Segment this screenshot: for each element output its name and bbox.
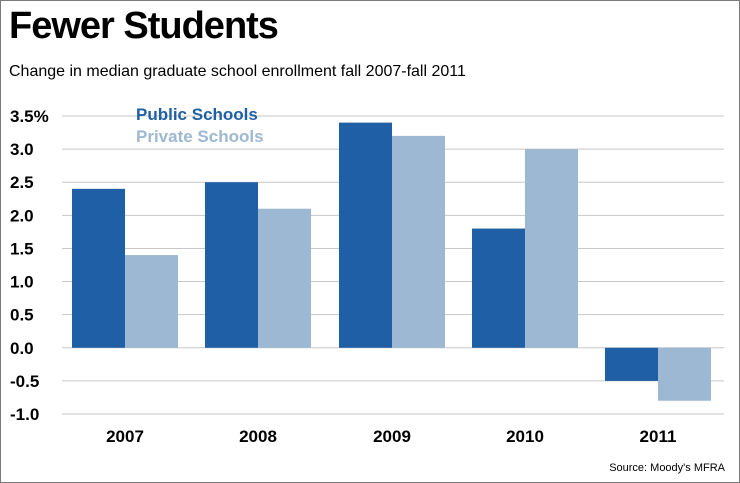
legend-entry: Public Schools bbox=[136, 105, 258, 124]
y-tick-label: -1.0 bbox=[10, 405, 39, 424]
bar-public bbox=[205, 182, 258, 348]
chart-source: Source: Moody's MFRA bbox=[609, 462, 725, 474]
bar-public bbox=[472, 228, 525, 348]
x-tick-label: 2008 bbox=[239, 427, 277, 446]
bar-public bbox=[72, 188, 125, 348]
y-tick-label: 2.5 bbox=[10, 173, 34, 192]
y-tick-label: 1.0 bbox=[10, 273, 34, 292]
bar-public bbox=[605, 347, 658, 381]
x-tick-label: 2009 bbox=[373, 427, 411, 446]
bar-private bbox=[125, 255, 178, 348]
y-tick-label: -0.5 bbox=[10, 372, 39, 391]
y-tick-label: 3.5% bbox=[10, 107, 49, 126]
bar-public bbox=[339, 122, 392, 348]
bar-private bbox=[658, 347, 711, 401]
y-tick-label: 0.5 bbox=[10, 306, 34, 325]
y-tick-label: 2.0 bbox=[10, 206, 34, 225]
bar-private bbox=[525, 149, 578, 348]
legend-entry: Private Schools bbox=[136, 127, 264, 146]
y-tick-label: 1.5 bbox=[10, 239, 34, 258]
x-tick-label: 2011 bbox=[640, 427, 677, 446]
x-tick-label: 2007 bbox=[106, 427, 144, 446]
bar-private bbox=[258, 208, 311, 348]
bar-private bbox=[392, 135, 445, 348]
y-tick-label: 0.0 bbox=[10, 339, 34, 358]
x-tick-label: 2010 bbox=[506, 427, 544, 446]
y-tick-label: 3.0 bbox=[10, 140, 34, 159]
chart-title: Fewer Students bbox=[9, 5, 279, 47]
chart-subtitle: Change in median graduate school enrollm… bbox=[9, 63, 466, 80]
